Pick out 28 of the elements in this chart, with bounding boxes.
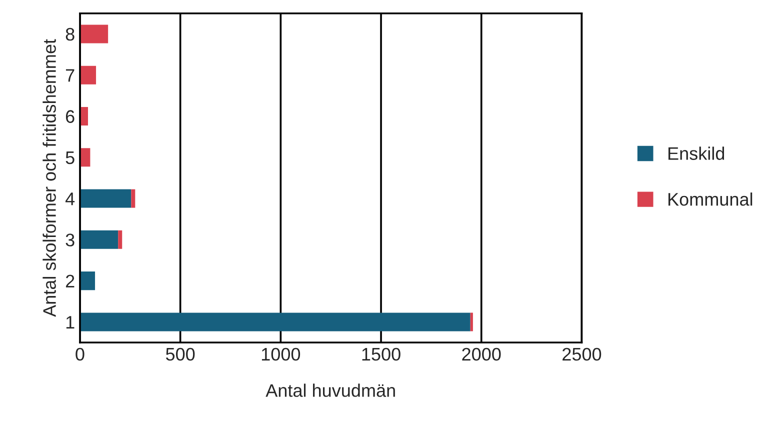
y-tick-label: 6: [66, 110, 74, 123]
bar: [80, 66, 96, 84]
bar: [118, 230, 122, 249]
y-axis-title: Antal skolformer och fritidshemmet: [42, 39, 56, 317]
x-tick-label: 1000: [262, 348, 300, 361]
x-axis-title: Antal huvudmän: [266, 384, 395, 397]
bar: [80, 230, 118, 249]
x-tick-label: 500: [166, 348, 195, 361]
y-tick-label: 3: [66, 234, 74, 246]
y-tick-label: 8: [66, 28, 74, 41]
y-tick-label: 5: [66, 152, 74, 164]
bar: [131, 189, 136, 208]
legend-label: Enskild: [668, 146, 724, 160]
y-tick-label: 7: [66, 69, 74, 82]
x-tick-label: 2500: [562, 348, 602, 361]
x-tick-label: 0: [76, 348, 84, 361]
y-tick-label: 2: [66, 274, 74, 288]
bar: [80, 272, 96, 290]
bar: [80, 24, 108, 44]
y-tick-label: 4: [65, 192, 75, 206]
y-tick-label: 1: [66, 316, 74, 328]
x-tick-label: 2000: [462, 348, 501, 361]
bar: [80, 189, 132, 208]
legend-label: Kommunal: [668, 192, 752, 206]
bar: [80, 148, 90, 167]
bar: [470, 312, 473, 332]
bar: [80, 312, 470, 332]
x-tick-label: 1500: [362, 348, 400, 361]
